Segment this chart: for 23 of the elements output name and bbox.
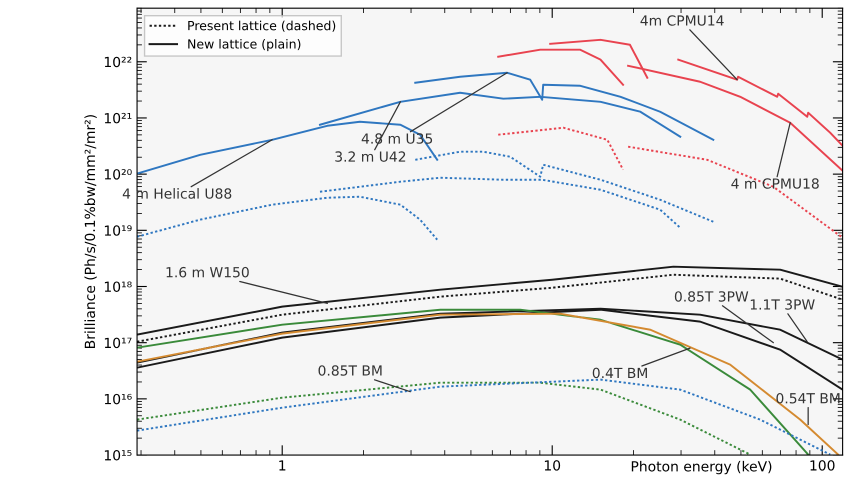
y-tick-label: 10²¹ <box>104 112 132 124</box>
y-tick-label: 10¹⁸ <box>104 281 132 292</box>
x-axis-title: Photon energy (keV) <box>632 460 772 474</box>
annotation: 0.4T BM <box>592 368 647 378</box>
y-tick-label: 10¹⁷ <box>104 338 132 348</box>
annotation: 0.85T 3PW <box>674 291 748 302</box>
annotation: 0.54T BM <box>776 393 840 404</box>
annotation: 4m CPMU14 <box>640 15 724 26</box>
y-tick-label: 10¹⁶ <box>104 394 132 404</box>
y-tick-label: 10²² <box>104 56 132 68</box>
y-axis-title: Brilliance (Ph/s/0.1%bw/mm²/mr²) <box>84 115 97 348</box>
x-tick-label: 1 <box>279 460 286 470</box>
x-tick-label: 100 <box>810 460 835 471</box>
y-tick-label: 10¹⁹ <box>104 225 132 236</box>
annotation: 3.2 m U42 <box>335 151 406 162</box>
annotation: 1.6 m W150 <box>166 266 249 278</box>
annotation: 1.1T 3PW <box>750 299 815 310</box>
y-tick-label: 10¹⁵ <box>104 450 132 461</box>
annotation: 0.85T BM <box>318 365 382 376</box>
legend-label: Present lattice (dashed) <box>188 20 336 32</box>
x-tick-label: 10 <box>544 460 560 471</box>
legend-label: New lattice (plain) <box>188 39 300 52</box>
y-tick-label: 10²⁰ <box>104 169 132 180</box>
